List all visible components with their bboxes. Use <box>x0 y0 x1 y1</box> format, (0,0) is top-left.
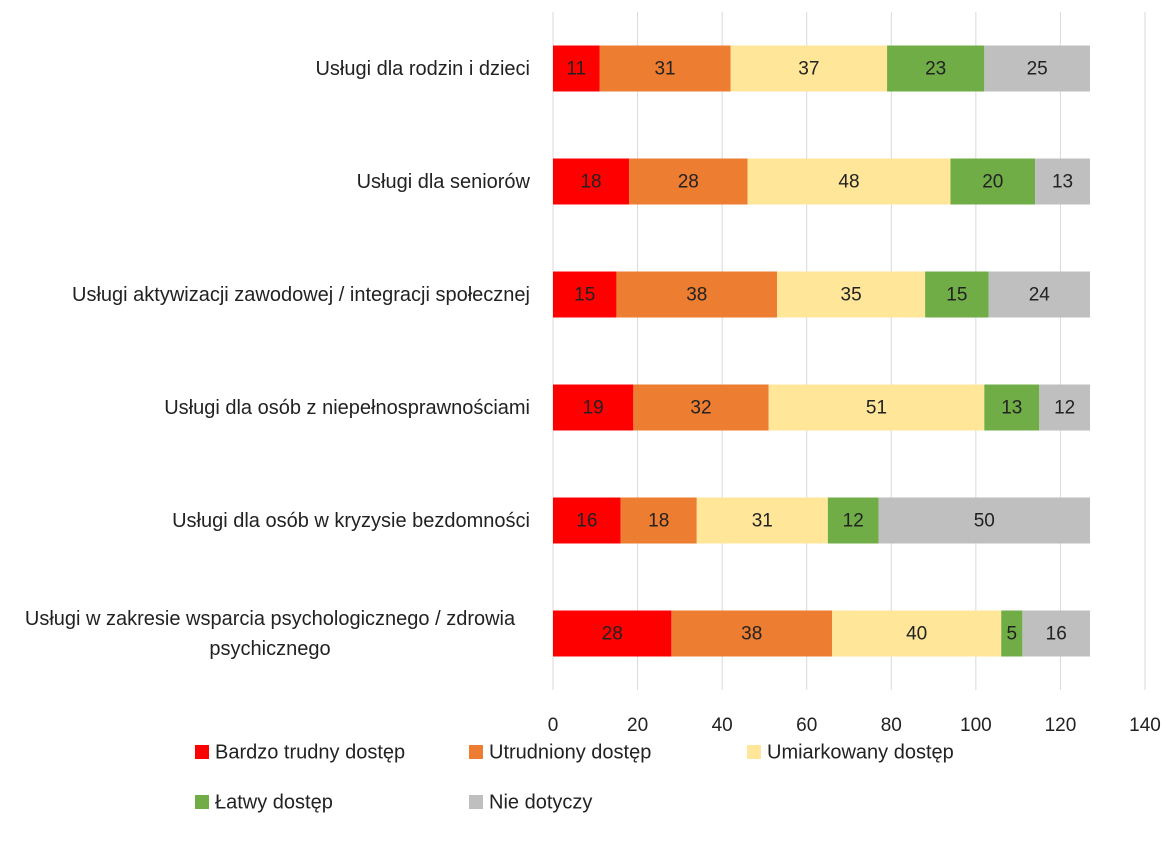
bar-segment <box>1039 384 1091 431</box>
bar-segment <box>620 497 697 544</box>
bar-segment <box>747 158 951 205</box>
data-label: 28 <box>602 624 623 645</box>
data-label: 51 <box>866 398 887 419</box>
bar-segment <box>984 45 1091 92</box>
x-tick-label: 60 <box>796 715 817 736</box>
bar-segment <box>832 610 1002 657</box>
data-label: 15 <box>946 285 967 306</box>
bar-segment <box>553 384 634 431</box>
bar-segment <box>887 45 985 92</box>
data-label: 31 <box>654 59 675 80</box>
data-label: 13 <box>1052 172 1073 193</box>
category-text: Usługi dla osób w kryzysie bezdomności <box>172 509 530 532</box>
data-label: 28 <box>678 172 699 193</box>
bar-segment <box>616 271 778 318</box>
data-label: 18 <box>648 511 669 532</box>
category-text: Usługi w zakresie wsparcia psychologiczn… <box>24 607 516 660</box>
legend-label: Łatwy dostęp <box>215 791 333 813</box>
legend-swatch <box>469 745 483 759</box>
category-label: Usługi dla osób z niepełnosprawnościami <box>0 368 530 448</box>
category-label: Usługi dla seniorów <box>0 142 530 222</box>
legend-swatch <box>195 795 209 809</box>
bar-segment <box>984 384 1040 431</box>
legend-label: Bardzo trudny dostęp <box>215 741 405 763</box>
data-label: 24 <box>1029 285 1051 306</box>
bar-segment <box>599 45 731 92</box>
bar-segment <box>553 271 617 318</box>
bar-segment <box>730 45 888 92</box>
x-tick-label: 80 <box>881 715 902 736</box>
data-label: 32 <box>690 398 711 419</box>
bar-segment <box>633 384 769 431</box>
category-label: Usługi dla osób w kryzysie bezdomności <box>0 481 530 561</box>
category-label: Usługi w zakresie wsparcia psychologiczn… <box>0 594 530 674</box>
data-label: 15 <box>574 285 595 306</box>
category-label: Usługi aktywizacji zawodowej / integracj… <box>0 255 530 335</box>
data-label: 23 <box>925 59 946 80</box>
bar-segment <box>629 158 748 205</box>
data-label: 20 <box>982 172 1003 193</box>
data-label: 16 <box>576 511 597 532</box>
bar-segment <box>1022 610 1091 657</box>
bar-segment <box>950 158 1036 205</box>
legend-swatch <box>195 745 209 759</box>
legend-swatch <box>747 745 761 759</box>
category-text: Usługi dla osób z niepełnosprawnościami <box>164 396 530 419</box>
bar-segment <box>553 45 600 92</box>
data-label: 40 <box>906 624 927 645</box>
bar-segment <box>925 271 989 318</box>
bar-segment <box>878 497 1091 544</box>
category-label: Usługi dla rodzin i dzieci <box>0 29 530 109</box>
x-tick-label: 120 <box>1045 715 1077 736</box>
data-label: 11 <box>566 59 586 80</box>
category-text: Usługi dla rodzin i dzieci <box>315 57 530 80</box>
data-label: 50 <box>974 511 995 532</box>
data-label: 12 <box>1054 398 1075 419</box>
bar-segment <box>768 384 985 431</box>
data-label: 48 <box>838 172 859 193</box>
bar-segment <box>696 497 828 544</box>
data-label: 25 <box>1027 59 1048 80</box>
data-label: 5 <box>1007 624 1018 645</box>
bar-segment <box>988 271 1091 318</box>
x-tick-label: 140 <box>1129 715 1161 736</box>
bar-segment <box>1035 158 1091 205</box>
data-label: 38 <box>686 285 707 306</box>
bar-segment <box>1001 610 1023 657</box>
bar-segment <box>777 271 926 318</box>
legend-label: Utrudniony dostęp <box>489 741 651 763</box>
bar-segment <box>671 610 833 657</box>
data-label: 35 <box>841 285 862 306</box>
legend-swatch <box>469 795 483 809</box>
data-label: 31 <box>752 511 773 532</box>
bar-segment <box>553 158 630 205</box>
x-tick-label: 40 <box>712 715 733 736</box>
data-label: 18 <box>580 172 601 193</box>
legend-label: Nie dotyczy <box>489 791 592 813</box>
legend-label: Umiarkowany dostęp <box>767 741 954 763</box>
data-label: 19 <box>583 398 604 419</box>
category-text: Usługi aktywizacji zawodowej / integracj… <box>72 283 530 306</box>
data-label: 38 <box>741 624 762 645</box>
bar-segment <box>827 497 879 544</box>
category-text: Usługi dla seniorów <box>356 170 530 193</box>
bar-segment <box>553 497 621 544</box>
x-tick-label: 0 <box>548 715 559 736</box>
x-tick-label: 100 <box>960 715 992 736</box>
data-label: 12 <box>843 511 864 532</box>
x-tick-label: 20 <box>627 715 648 736</box>
data-label: 37 <box>798 59 819 80</box>
data-label: 13 <box>1001 398 1022 419</box>
data-label: 16 <box>1046 624 1067 645</box>
bar-segment <box>553 610 672 657</box>
